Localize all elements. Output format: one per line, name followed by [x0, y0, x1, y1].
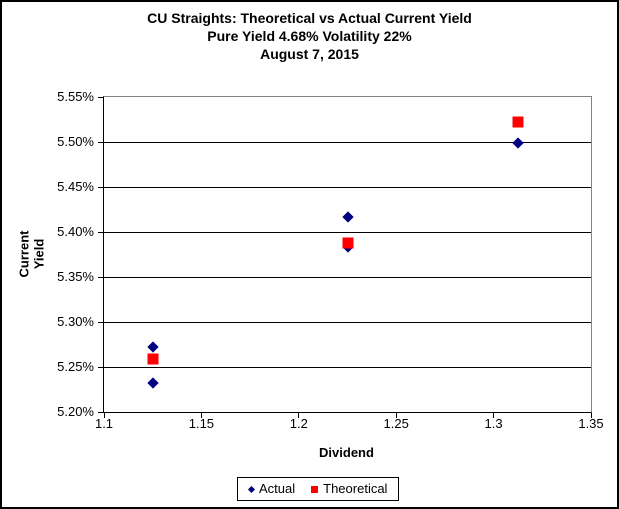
x-axis-tick: [395, 413, 397, 418]
legend-item-theoretical: Theoretical: [311, 482, 387, 496]
y-tick-label: 5.50%: [57, 134, 94, 149]
chart-title-block: CU Straights: Theoretical vs Actual Curr…: [2, 9, 617, 63]
legend: Actual Theoretical: [237, 477, 400, 501]
chart-title: CU Straights: Theoretical vs Actual Curr…: [147, 10, 472, 26]
y-tick-label: 5.20%: [57, 404, 94, 419]
x-axis-tick: [590, 413, 592, 418]
y-axis-tick: [98, 186, 104, 188]
plot-area: 5.55% 5.50% 5.45% 5.40% 5.35% 5.30% 5.25% 5.20%…: [57, 90, 604, 431]
x-tick-label: 1.25: [383, 416, 409, 431]
x-tick-label: 1.1: [94, 416, 114, 431]
legend-label: Actual: [259, 481, 296, 496]
y-tick-label: 5.45%: [57, 179, 94, 194]
y-tick-label: 5.40%: [57, 224, 94, 239]
y-axis-tick: [98, 141, 104, 143]
actual-data-point: [147, 341, 159, 353]
chart-date: August 7, 2015: [260, 46, 359, 62]
gridline: [104, 276, 591, 278]
gridline: [104, 231, 591, 233]
theoretical-data-point: [512, 116, 524, 128]
y-tick-label: 5.35%: [57, 269, 94, 284]
y-axis-tick: [98, 276, 104, 278]
chart-subtitle: Pure Yield 4.68% Volatility 22%: [207, 28, 412, 44]
x-axis-title: Dividend: [319, 445, 374, 460]
x-axis-tick: [103, 413, 105, 418]
actual-data-point: [512, 137, 524, 149]
diamond-icon: [247, 485, 256, 493]
x-axis-tick: [200, 413, 202, 418]
x-tick-label: 1.3: [484, 416, 503, 431]
theoretical-data-point: [147, 353, 159, 365]
gridline: [104, 186, 591, 188]
x-tick-label: 1.2: [289, 416, 308, 431]
legend-item-actual: Actual: [247, 481, 296, 496]
y-tick-label: 5.25%: [57, 359, 94, 374]
legend-label: Theoretical: [323, 481, 388, 496]
y-tick-label: 5.30%: [57, 314, 94, 329]
x-tick-label: 1.35: [578, 416, 604, 431]
x-axis-tick: [298, 413, 300, 418]
x-tick-label: 1.15: [188, 416, 215, 431]
actual-data-point: [341, 211, 354, 223]
y-axis-tick: [98, 321, 104, 323]
gridline: [104, 366, 591, 368]
x-axis-tick: [493, 413, 495, 418]
y-axis-tick: [98, 411, 104, 413]
y-axis-tick: [98, 366, 104, 368]
y-axis-tick: [98, 96, 104, 98]
y-axis-tick: [98, 231, 104, 233]
gridline: [104, 321, 591, 323]
y-tick-label: 5.55%: [57, 89, 94, 104]
actual-data-point: [147, 377, 159, 389]
gridline: [104, 141, 591, 143]
square-icon: [311, 485, 319, 493]
theoretical-data-point: [342, 237, 353, 249]
